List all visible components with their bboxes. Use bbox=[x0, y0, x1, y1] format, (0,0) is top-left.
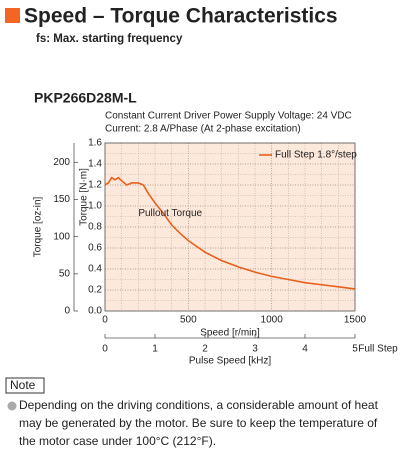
x2-tick-label: 5 bbox=[352, 344, 358, 355]
x2-tick-label: 3 bbox=[252, 344, 258, 355]
note-text: may be generated by the motor. Be sure t… bbox=[19, 416, 378, 430]
y-tick-label: 1.2 bbox=[88, 180, 102, 191]
y2-tick-label: 100 bbox=[53, 231, 70, 242]
x2-tick-label: 2 bbox=[202, 344, 208, 355]
x-tick-label: 0 bbox=[102, 315, 108, 326]
x-tick-label: 1500 bbox=[344, 315, 367, 326]
x2-tick-label: 0 bbox=[102, 344, 108, 355]
annotation: Pullout Torque bbox=[138, 208, 202, 219]
y2-tick-label: 50 bbox=[59, 268, 71, 279]
note-box bbox=[5, 377, 45, 394]
y-tick-label: 0.4 bbox=[88, 264, 102, 275]
x2-axis-label: Pulse Speed [kHz] bbox=[189, 356, 271, 367]
x-tick-label: 1000 bbox=[261, 315, 284, 326]
y-tick-label: 0.0 bbox=[88, 306, 102, 317]
y-tick-label: 1.6 bbox=[88, 138, 102, 149]
page-subtitle: fs: Max. starting frequency bbox=[36, 33, 183, 45]
y2-tick-label: 200 bbox=[53, 157, 70, 168]
x2-tick-label: 4 bbox=[302, 344, 308, 355]
plot-frame bbox=[104, 142, 356, 312]
y-tick-label: 0.8 bbox=[88, 222, 102, 233]
note-label: Note bbox=[10, 378, 36, 392]
model-name: PKP266D28M-L bbox=[34, 90, 137, 106]
conditions: Current: 2.8 A/Phase (At 2-phase excitat… bbox=[105, 124, 301, 135]
x-tick-label: 500 bbox=[180, 315, 197, 326]
y-axis-label: Torque [N·m] bbox=[79, 168, 90, 226]
bullet bbox=[7, 401, 17, 411]
x-axis-label: Speed [r/min] bbox=[200, 328, 260, 339]
conditions: Constant Current Driver Power Supply Vol… bbox=[105, 111, 352, 122]
note-text: the motor case under 100°C (212°F). bbox=[19, 434, 216, 448]
y-tick-label: 0.2 bbox=[88, 285, 102, 296]
torque-curve bbox=[104, 176, 356, 290]
y2-tick-label: 0 bbox=[64, 306, 70, 317]
y-tick-label: 0.6 bbox=[88, 243, 102, 254]
legend-label: Full Step 1.8°/step bbox=[275, 150, 357, 161]
y-tick-label: 1.0 bbox=[88, 201, 102, 212]
note-text: Depending on the driving conditions, a c… bbox=[19, 398, 379, 412]
title-icon bbox=[5, 8, 20, 23]
y-tick-label: 1.4 bbox=[88, 159, 102, 170]
x2-tick-label: 1 bbox=[152, 344, 158, 355]
x2-note: Full Step bbox=[358, 344, 398, 355]
y2-tick-label: 150 bbox=[53, 194, 70, 205]
y2-axis-label: Torque [oz-in] bbox=[33, 196, 44, 257]
page-title: Speed – Torque Characteristics bbox=[24, 5, 338, 28]
